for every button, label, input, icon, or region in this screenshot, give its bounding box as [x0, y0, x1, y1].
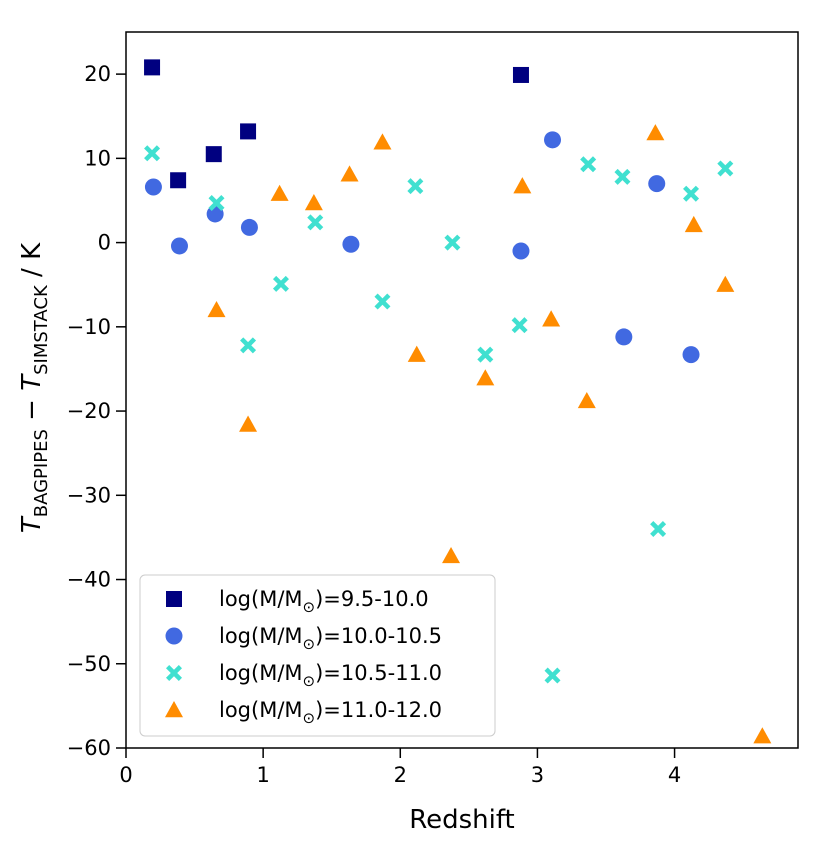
data-point-x — [374, 293, 391, 310]
x-tick-label: 2 — [394, 763, 407, 787]
data-point-triangle — [304, 193, 323, 211]
y-tick-label: −30 — [67, 483, 111, 507]
data-point-triangle — [716, 275, 735, 292]
data-point-triangle — [646, 124, 665, 141]
legend-box — [139, 574, 496, 737]
data-point-triangle — [239, 415, 258, 432]
data-point-triangle — [513, 177, 532, 194]
data-point-circle — [648, 175, 666, 193]
data-point-x — [650, 520, 667, 537]
data-point-circle — [544, 131, 562, 149]
y-tick-label: 0 — [98, 231, 111, 255]
legend-marker-x — [166, 665, 182, 681]
data-point-triangle — [340, 165, 359, 182]
legend-label: log(M/M⊙)=10.5-11.0 — [219, 661, 442, 690]
data-point-square — [240, 123, 257, 140]
y-tick-label: −60 — [67, 736, 111, 760]
data-point-square — [144, 59, 161, 76]
data-point-triangle — [373, 133, 392, 150]
data-point-circle — [615, 328, 633, 346]
data-point-x — [407, 178, 424, 195]
data-point-square — [512, 66, 529, 83]
data-point-x — [444, 234, 461, 251]
data-point-square — [170, 172, 187, 189]
data-point-x — [272, 275, 289, 292]
data-point-x — [144, 145, 161, 162]
data-point-x — [511, 317, 528, 334]
data-point-x — [240, 337, 257, 354]
y-title-minus: − — [17, 391, 47, 429]
data-point-x — [477, 346, 494, 363]
legend-label: log(M/M⊙)=10.0-10.5 — [219, 624, 442, 653]
legend-marker-circle — [165, 627, 183, 645]
data-point-x — [614, 168, 631, 185]
data-point-triangle — [684, 215, 703, 233]
y-tick-label: 10 — [84, 146, 111, 170]
y-tick-label: −10 — [67, 315, 111, 339]
data-point-x — [307, 214, 324, 231]
x-tick-label: 3 — [531, 763, 544, 787]
data-point-circle — [342, 235, 360, 253]
data-point-circle — [240, 218, 258, 236]
data-point-circle — [682, 346, 700, 364]
data-point-triangle — [577, 391, 596, 409]
x-axis-ticks: 0 1 2 3 4 — [119, 748, 681, 787]
y-title-t1: T — [17, 515, 47, 533]
y-title-sub1: BAGPIPES — [31, 429, 52, 517]
data-point-triangle — [542, 310, 561, 327]
data-point-x — [208, 194, 225, 211]
data-point-x — [717, 160, 734, 177]
legend-label: log(M/M⊙)=11.0-12.0 — [219, 698, 442, 727]
data-point-circle — [512, 242, 530, 260]
data-points — [144, 59, 772, 744]
y-tick-label: −40 — [67, 568, 111, 592]
y-title-sub2: SIMSTACK — [31, 284, 52, 375]
data-point-triangle — [753, 727, 772, 744]
data-point-x — [683, 185, 700, 202]
data-point-triangle — [442, 546, 461, 564]
data-point-square — [205, 146, 222, 163]
y-tick-label: −50 — [67, 652, 111, 676]
x-tick-label: 4 — [668, 763, 681, 787]
legend-label: log(M/M⊙)=9.5-10.0 — [219, 587, 429, 616]
data-point-triangle — [476, 369, 495, 386]
data-point-x — [580, 156, 597, 173]
x-tick-label: 0 — [119, 763, 132, 787]
x-axis-title: Redshift — [409, 805, 515, 835]
y-tick-label: 20 — [84, 62, 111, 86]
data-point-triangle — [270, 184, 289, 201]
y-title-unit: / K — [17, 242, 47, 285]
legend: log(M/M⊙)=9.5-10.0 log(M/M⊙)=10.0-10.5 log… — [139, 574, 496, 737]
y-axis-title: TBAGPIPES − TSIMSTACK / K — [17, 242, 52, 533]
data-point-circle — [144, 178, 162, 196]
legend-marker-square — [166, 591, 182, 607]
y-title-t2: T — [17, 373, 47, 391]
data-point-triangle — [407, 345, 426, 362]
svg-text:TBAGPIPES − TSIMSTACK / K: TBAGPIPES − TSIMSTACK / K — [17, 242, 52, 533]
data-point-x — [544, 667, 561, 684]
y-tick-label: −20 — [67, 399, 111, 423]
data-point-triangle — [207, 300, 226, 318]
legend-marker-triangle — [165, 701, 183, 718]
data-point-circle — [170, 237, 188, 255]
x-tick-label: 1 — [256, 763, 269, 787]
y-axis-ticks: 20 10 0 −10 −20 −30 −40 −50 −60 — [67, 62, 126, 760]
